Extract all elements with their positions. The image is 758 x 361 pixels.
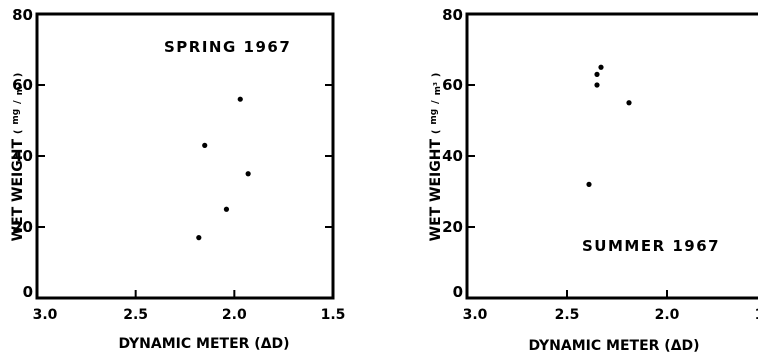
y-tick-label: 80: [442, 6, 463, 24]
y-axis-unit-bottom: m³: [433, 82, 443, 95]
x-tick-label: 2.0: [655, 307, 680, 323]
data-point: [594, 82, 600, 88]
x-ticks: 3.0 2.5 2.0 1.5: [33, 290, 346, 323]
svg-text:WET WEIGHT ( m: WET WEIGHT ( mg / m³ ): [6, 73, 26, 242]
y-ticks: 0 20 40 60 80: [442, 6, 475, 301]
x-axis-label: DYNAMIC METER (ΔD): [118, 336, 289, 352]
x-axis-label-text: DYNAMIC METER: [528, 338, 659, 354]
data-point: [196, 235, 202, 241]
y-axis-unit-top: mg: [11, 109, 21, 125]
data-point: [245, 171, 251, 177]
data-point: [202, 142, 208, 148]
data-points: [196, 96, 251, 241]
y-axis-unit-top: mg: [429, 109, 439, 125]
y-tick-label: 0: [23, 283, 33, 301]
y-tick-label: 80: [12, 6, 33, 24]
x-tick-label: 2.5: [123, 307, 148, 323]
x-tick-label: 3.0: [33, 307, 58, 323]
x-axis-label-text: DYNAMIC METER: [118, 336, 249, 352]
data-point: [237, 96, 243, 102]
data-points: [586, 64, 632, 187]
y-tick-label: 60: [442, 76, 463, 94]
data-point: [223, 206, 230, 212]
x-tick-label: 1.5: [321, 307, 346, 323]
y-tick-label: 40: [12, 147, 33, 165]
chart-title: SPRING 1967: [164, 38, 291, 56]
svg-text:WET WEIGHT ( m: WET WEIGHT ( mg / m³ ): [424, 73, 444, 242]
y-tick-label: 20: [12, 218, 33, 236]
x-tick-label: 2.5: [555, 307, 580, 323]
x-ticks: 3.0 2.5 2.0 1.5: [463, 290, 758, 323]
x-tick-label: 2.0: [222, 307, 247, 323]
y-ticks: 0 20 40 60 80: [12, 6, 333, 301]
x-axis-label: DYNAMIC METER (ΔD): [528, 338, 699, 354]
data-point: [626, 100, 632, 106]
y-axis-unit-bottom: m³: [15, 82, 25, 95]
y-axis-label-text: WET WEIGHT: [428, 139, 444, 242]
y-tick-label: 60: [12, 76, 33, 94]
x-axis-label-symbol: (ΔD): [664, 338, 699, 354]
data-point: [586, 181, 592, 187]
data-point: [598, 64, 604, 70]
y-axis-label-text: WET WEIGHT: [10, 139, 26, 242]
y-tick-label: 20: [442, 218, 463, 236]
y-tick-label: 40: [442, 147, 463, 165]
chart-summer: 0 20 40 60 80 3.0 2.5 2.0 1.5 SUMMER 1967 WET W…: [424, 6, 758, 354]
y-axis-label: WET WEIGHT ( mg / m³ ): [6, 73, 26, 242]
plot-frame: [35, 12, 335, 300]
chart-spring: 0 20 40 60 80 3.0 2.5 2.0 1.5 SPRING 1967 WET W…: [6, 6, 346, 352]
x-tick-label: 1.5: [755, 307, 758, 323]
y-tick-label: 0: [453, 283, 463, 301]
data-point: [594, 71, 600, 77]
chart-title: SUMMER 1967: [582, 237, 720, 255]
x-tick-label: 3.0: [463, 307, 488, 323]
plot-frame: [465, 12, 758, 300]
y-axis-label: WET WEIGHT ( mg / m³ ): [424, 73, 444, 242]
x-axis-label-symbol: (ΔD): [254, 336, 289, 352]
